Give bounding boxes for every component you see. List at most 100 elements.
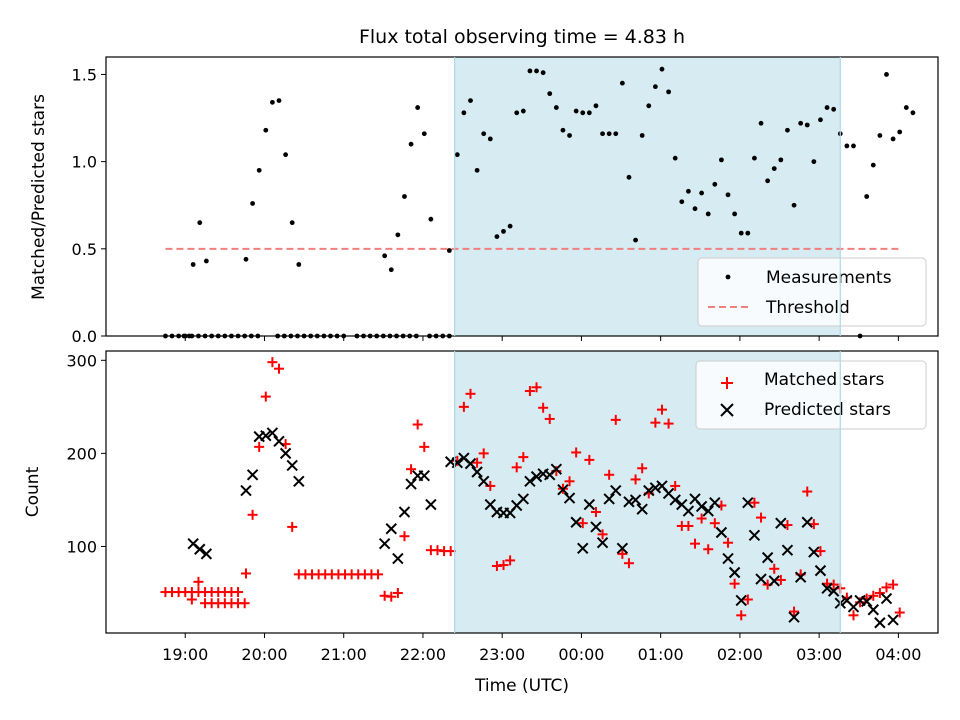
measurement-point [243, 256, 249, 262]
predicted-star-point [827, 585, 840, 597]
predicted-star-point [286, 459, 298, 472]
predicted-star-point [596, 537, 609, 549]
matched-star-point [696, 513, 707, 524]
predicted-star-point [814, 564, 827, 577]
matched-star-point [729, 578, 740, 589]
measurement-point [745, 230, 751, 236]
predicted-star-point [860, 595, 873, 608]
legend-matched-marker [721, 377, 733, 389]
measurement-point [870, 162, 876, 168]
predicted-star-point [464, 457, 477, 470]
measurement-point [580, 110, 586, 116]
matched-star-point [868, 590, 879, 601]
matched-star-point [498, 560, 509, 571]
measurement-point [606, 131, 612, 137]
measurement-point [494, 234, 500, 240]
measurement-point [672, 155, 678, 161]
predicted-star-point [583, 498, 596, 511]
predicted-star-point [550, 463, 563, 475]
predicted-star-point [610, 484, 622, 497]
bottom-y-tick-label: 300 [66, 351, 97, 370]
measurement-point [402, 194, 407, 199]
measurement-point [382, 253, 388, 259]
measurement-point [778, 157, 784, 163]
predicted-star-point [794, 571, 807, 583]
measurement-point [811, 159, 817, 165]
x-tick-label: 02:00 [717, 645, 763, 664]
matched-star-point [590, 507, 601, 518]
measurement-point [804, 122, 810, 128]
measurement-point [903, 105, 909, 110]
x-axis-label: Time (UTC) [474, 676, 569, 696]
predicted-star-point [405, 478, 417, 490]
matched-star-point [240, 568, 251, 579]
x-tick-label: 21:00 [321, 645, 367, 664]
matched-star-point [670, 480, 681, 491]
matched-star-point [597, 529, 608, 540]
measurement-point [910, 110, 916, 116]
predicted-star-point [517, 493, 530, 505]
matched-star-point [406, 464, 417, 475]
measurement-point [197, 220, 203, 226]
matched-star-point [650, 417, 661, 428]
matched-star-point [274, 363, 285, 374]
predicted-star-point [649, 482, 662, 494]
matched-star-point [399, 531, 410, 542]
measurement-point [446, 248, 452, 253]
measurement-point [415, 105, 421, 110]
matched-star-point [511, 462, 522, 473]
predicted-star-point [477, 475, 490, 488]
measurement-point [619, 80, 625, 86]
matched-star-point [571, 447, 582, 458]
measurement-point [613, 131, 619, 137]
predicted-star-point [808, 546, 820, 558]
measurement-point [270, 99, 275, 105]
measurement-point [831, 106, 837, 112]
legend-matched-label: Matched stars [764, 370, 884, 390]
predicted-star-point [643, 484, 655, 497]
matched-star-point [888, 579, 899, 590]
x-tick-label: 00:00 [558, 645, 604, 664]
measurement-point [560, 127, 566, 133]
matched-star-point [663, 418, 674, 429]
predicted-star-point [761, 551, 774, 564]
x-tick-label: 03:00 [796, 645, 842, 664]
measurement-point [659, 66, 665, 72]
measurement-point [547, 91, 553, 97]
measurement-point [474, 167, 480, 173]
predicted-star-point [194, 543, 206, 555]
matched-star-point [881, 582, 892, 593]
measurement-point [507, 223, 513, 229]
measurement-point [712, 181, 718, 187]
x-tick-label: 04:00 [875, 645, 921, 664]
predicted-star-point [590, 521, 602, 533]
measurement-point [395, 232, 401, 238]
measurement-point [719, 157, 724, 163]
matched-star-point [736, 610, 747, 621]
predicted-star-point [385, 523, 397, 535]
matched-star-point [386, 591, 397, 602]
measurement-point [738, 230, 744, 236]
legend-threshold-label: Threshold [765, 298, 850, 318]
matched-star-point [604, 469, 615, 480]
predicted-star-point [557, 483, 569, 496]
measurement-point [514, 110, 520, 116]
measurement-point [388, 267, 394, 273]
matched-star-point [412, 419, 423, 430]
legend-predicted-marker [720, 403, 734, 417]
predicted-star-point [709, 496, 721, 509]
matched-star-point [419, 441, 430, 452]
predicted-star-point [887, 614, 899, 626]
measurement-point [276, 98, 282, 103]
predicted-star-point [768, 575, 780, 587]
matched-star-point [617, 548, 628, 559]
measurement-point [487, 136, 493, 142]
top-panel: 0.0 0.5 1.0 1.5 Matched/Predicted stars Mea… [29, 56, 939, 346]
matched-star-point [749, 497, 760, 508]
matched-star-point [775, 574, 786, 585]
top-plot-frame [105, 56, 939, 337]
matched-star-point [709, 518, 720, 529]
predicted-star-point [471, 466, 483, 478]
matched-star-point [789, 606, 800, 617]
measurement-point [864, 194, 870, 199]
